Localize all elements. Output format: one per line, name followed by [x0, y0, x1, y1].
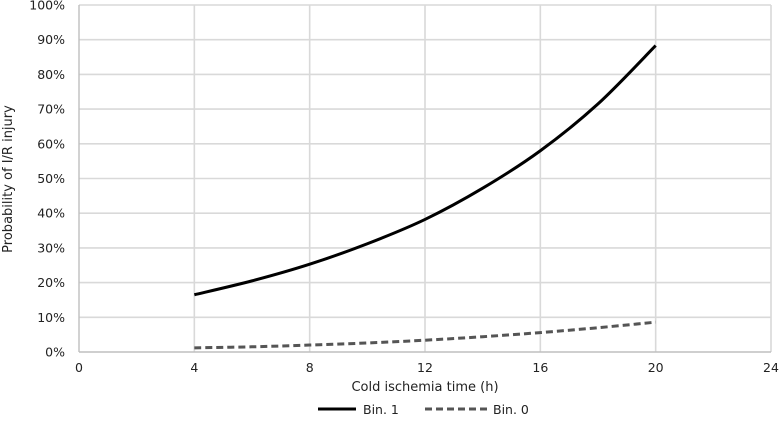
x-tick-label: 12	[417, 360, 433, 375]
legend-label-bin-1: Bin. 1	[363, 402, 399, 417]
x-tick-label: 24	[763, 360, 779, 375]
series-line-bin-0	[194, 320, 656, 350]
x-tick-label: 20	[648, 360, 664, 375]
legend-label-bin-0: Bin. 0	[493, 402, 529, 417]
legend: Bin. 1 Bin. 0	[318, 402, 529, 417]
tick-labels: 0% 10% 20% 30% 40% 50% 60% 70% 80% 90% 100% 0 4 8 12 16…	[29, 0, 779, 375]
y-tick-label: 30%	[37, 240, 65, 255]
series-lines	[193, 44, 657, 350]
y-axis-title: Probability of I/R injury	[1, 105, 16, 253]
y-tick-label: 40%	[37, 206, 65, 221]
y-tick-label: 80%	[37, 67, 65, 82]
axes	[78, 5, 771, 353]
y-tick-label: 60%	[37, 136, 65, 151]
y-tick-label: 100%	[29, 0, 65, 13]
x-tick-label: 0	[75, 360, 83, 375]
y-tick-label: 10%	[37, 310, 65, 325]
y-tick-label: 50%	[37, 171, 65, 186]
y-tick-label: 70%	[37, 102, 65, 117]
series-line-bin-1	[193, 44, 657, 297]
gridlines	[79, 4, 772, 352]
x-axis-title: Cold ischemia time (h)	[351, 380, 498, 395]
y-tick-label: 0%	[45, 345, 65, 360]
x-tick-label: 4	[190, 360, 198, 375]
x-tick-label: 8	[306, 360, 314, 375]
x-tick-label: 16	[532, 360, 548, 375]
y-tick-label: 90%	[37, 32, 65, 47]
y-tick-label: 20%	[37, 275, 65, 290]
